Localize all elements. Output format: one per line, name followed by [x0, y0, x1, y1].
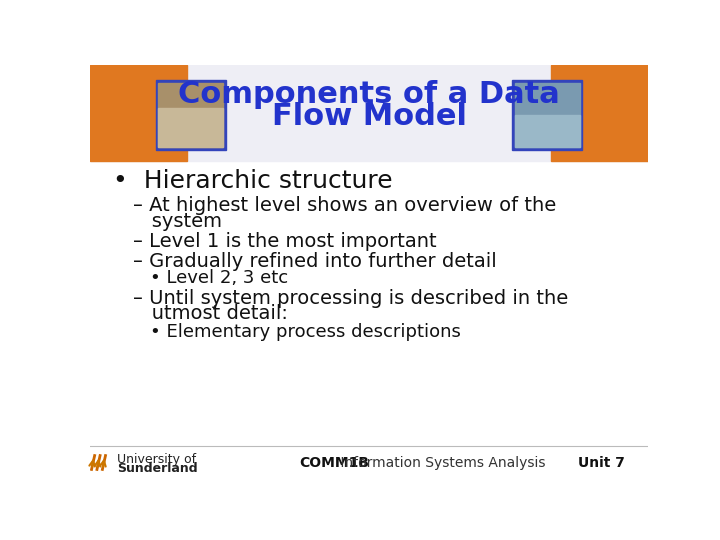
Text: utmost detail:: utmost detail:	[132, 304, 287, 323]
Text: • Level 2, 3 etc: • Level 2, 3 etc	[150, 269, 289, 287]
Bar	[515, 83, 580, 147]
Bar	[90, 65, 187, 161]
Text: – Gradually refined into further detail: – Gradually refined into further detail	[132, 252, 496, 271]
Text: – Level 1 is the most important: – Level 1 is the most important	[132, 232, 436, 251]
Text: •  Hierarchic structure: • Hierarchic structure	[113, 168, 393, 193]
Text: Components of a Data: Components of a Data	[178, 80, 560, 109]
Bar	[158, 83, 223, 147]
Text: Flow Model: Flow Model	[271, 102, 467, 131]
Bar	[513, 80, 582, 150]
Text: – At highest level shows an overview of the: – At highest level shows an overview of …	[132, 197, 556, 215]
Bar	[515, 115, 580, 147]
Text: Sunderland: Sunderland	[117, 462, 198, 475]
Text: COMM1B: COMM1B	[300, 456, 369, 470]
Bar	[158, 109, 223, 147]
Text: system: system	[132, 212, 222, 231]
Bar	[90, 446, 648, 481]
Text: Information Systems Analysis: Information Systems Analysis	[336, 456, 545, 470]
Text: – Until system processing is described in the: – Until system processing is described i…	[132, 289, 568, 308]
Bar	[156, 80, 225, 150]
Bar	[90, 65, 648, 161]
Text: Unit 7: Unit 7	[578, 456, 625, 470]
Text: • Elementary process descriptions: • Elementary process descriptions	[150, 323, 462, 341]
Bar	[551, 65, 648, 161]
Text: University of: University of	[117, 453, 197, 466]
